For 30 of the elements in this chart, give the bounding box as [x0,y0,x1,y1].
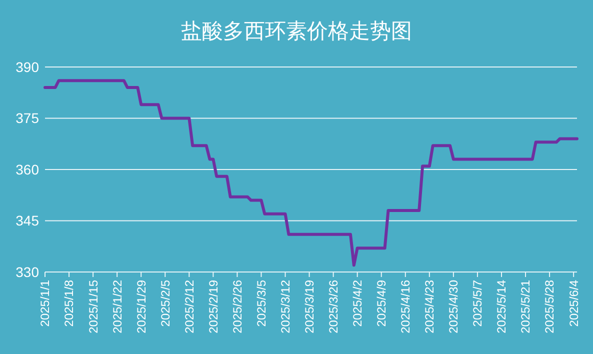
chart-title: 盐酸多西环素价格走势图 [181,20,412,43]
x-tick-label: 2025/3/5 [254,280,268,327]
x-tick-label: 2025/6/4 [566,280,581,327]
line-series [44,79,578,267]
y-tick-label: 390 [16,58,40,75]
x-tick-label: 2025/5/14 [494,280,509,334]
x-tick-label: 2025/4/9 [374,280,389,327]
x-tick-label: 2025/5/28 [542,280,557,334]
x-tick-label: 2025/2/12 [182,280,196,334]
y-tick-label: 330 [16,264,40,280]
x-tick-label: 2025/2/5 [158,280,172,327]
y-tick-label: 345 [16,212,40,229]
x-tick-label: 2025/2/19 [206,280,220,334]
x-tick-label: 2025/3/19 [302,280,316,334]
y-tick-label: 360 [16,161,40,178]
x-tick-label: 2025/3/12 [278,280,292,334]
x-tick-label: 2025/3/26 [326,280,341,334]
x-tick-label: 2025/4/30 [446,280,461,334]
x-tick-label: 2025/4/2 [350,280,365,327]
x-tick-label: 2025/1/1 [38,280,52,327]
x-tick-label: 2025/4/23 [422,280,437,334]
x-tick-label: 2025/2/26 [230,280,244,334]
x-tick-label: 2025/1/29 [134,280,148,334]
x-tick-label: 2025/5/21 [518,280,533,334]
x-tick-label: 2025/1/8 [62,280,76,327]
x-tick-label: 2025/4/16 [398,280,413,334]
x-tick-label: 2025/5/7 [470,280,485,327]
y-tick-label: 375 [16,110,40,126]
x-tick-label: 2025/1/15 [86,280,100,334]
x-tick-label: 2025/1/22 [110,280,124,334]
